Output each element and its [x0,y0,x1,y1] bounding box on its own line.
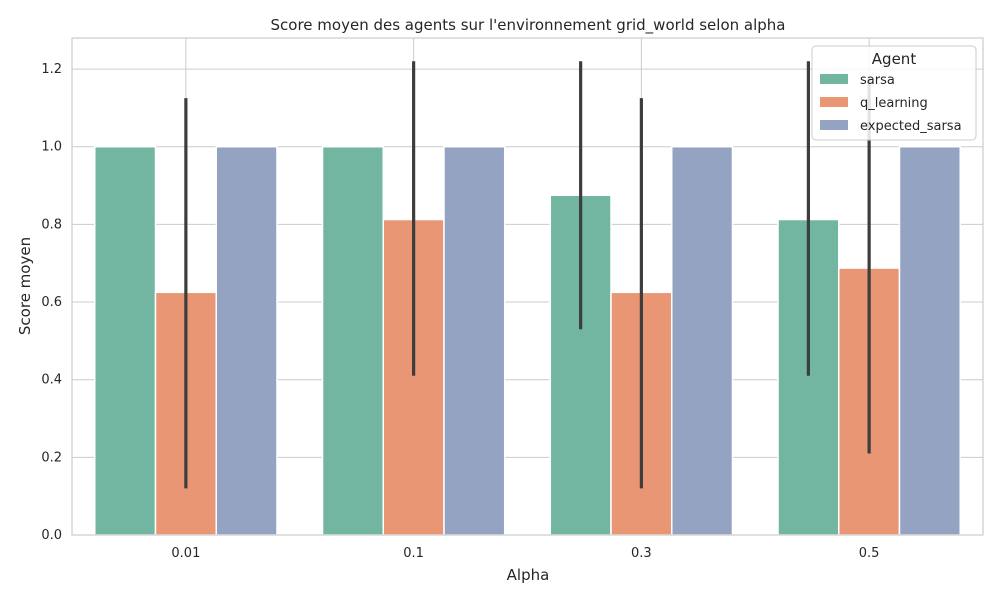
y-axis-label: Score moyen [16,237,34,335]
y-tick-label: 1.0 [41,140,62,155]
x-tick-label: 0.01 [171,546,200,561]
bar-expected_sarsa-0.3 [670,145,734,536]
plot-frame [71,37,984,536]
bar-expected_sarsa-0.1 [443,145,506,536]
legend-label-q_learning: q_learning [860,96,928,111]
legend-label-expected_sarsa: expected_sarsa [860,119,962,134]
legend-swatch-sarsa [820,74,848,84]
legend: Agent sarsa q_learning expected_sarsa [811,45,977,141]
bar-expected_sarsa-0.01 [215,145,278,536]
x-tick-label: 0.3 [631,546,652,561]
bar-sarsa-0.01 [94,145,157,536]
legend-title: Agent [872,50,917,68]
legend-swatch-q_learning [820,97,848,107]
y-tick-label: 0.4 [41,373,62,388]
y-tick-label: 0.0 [41,528,62,543]
legend-swatch-expected_sarsa [820,120,848,130]
y-tick-label: 0.2 [41,450,62,465]
x-tick-label: 0.5 [859,546,880,561]
y-tick-label: 1.2 [41,62,62,77]
x-tick-label: 0.1 [403,546,424,561]
bar-expected_sarsa-0.5 [898,145,961,536]
legend-box [811,45,977,141]
legend-label-sarsa: sarsa [860,73,895,88]
x-axis-label: Alpha [507,566,550,584]
bar-sarsa-0.1 [321,145,385,536]
y-tick-label: 0.6 [41,295,62,310]
y-tick-label: 0.8 [41,217,62,232]
plot-area: 0.0 0.2 0.4 0.6 0.8 1.0 1.2 0.01 0.1 0.3 0.5 [41,37,984,561]
chart-title: Score moyen des agents sur l'environneme… [271,16,786,35]
